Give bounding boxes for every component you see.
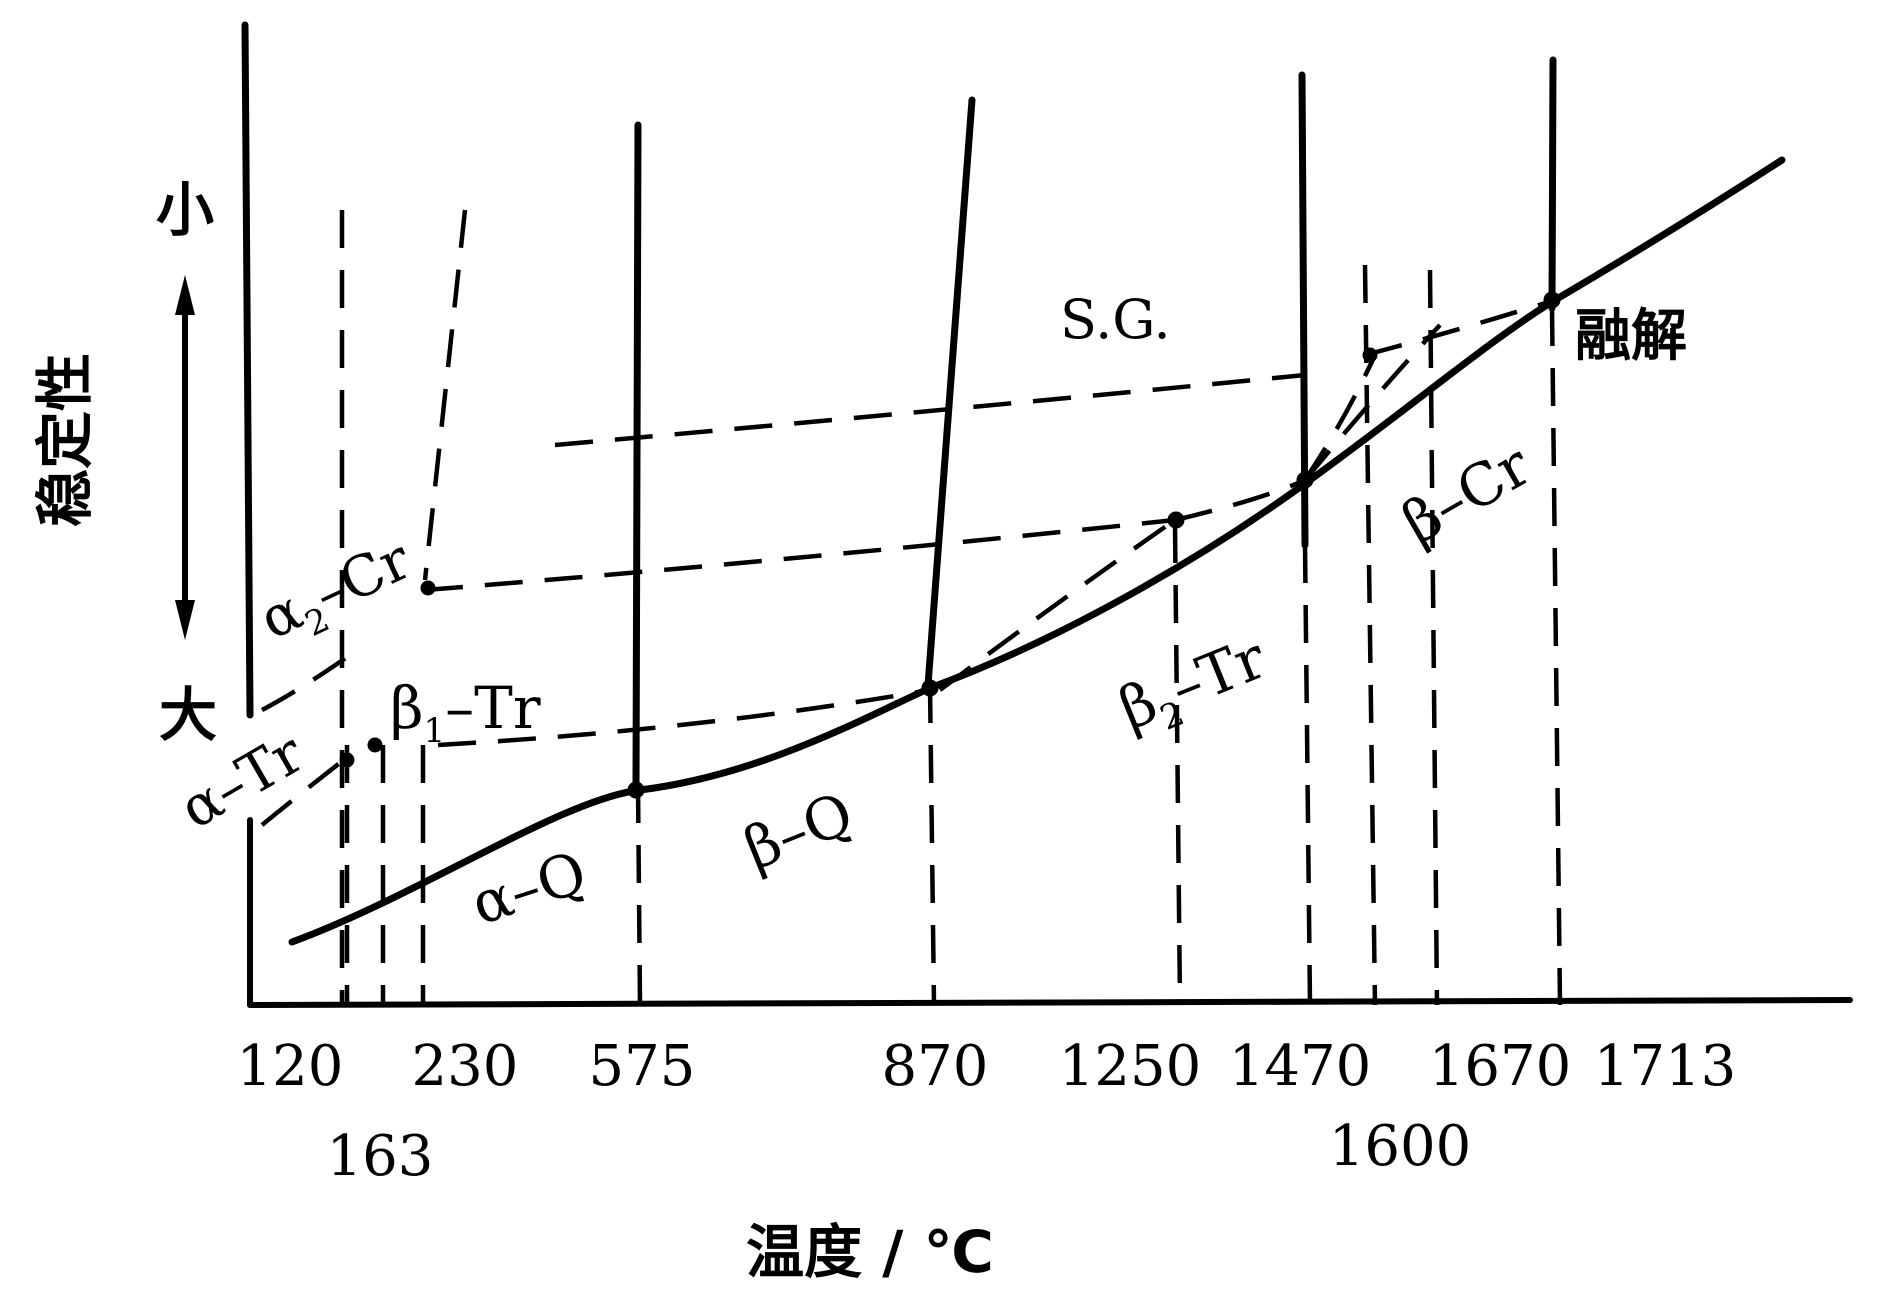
svg-text:β1–Tr: β1–Tr [390, 674, 541, 751]
x-tick-label: 1600 [1329, 1114, 1472, 1179]
label-sg: S.G. [1060, 288, 1171, 351]
arrow-up-icon [175, 275, 195, 315]
x-tick-label: 1250 [1059, 1034, 1202, 1099]
svg-text:α2–Cr: α2–Cr [250, 527, 424, 661]
x-tick-label: 163 [327, 1124, 434, 1189]
x-tick-label: 575 [589, 1034, 696, 1099]
x-tick-labels: 120 230 575 870 1250 1470 1670 1713 [237, 1034, 1737, 1099]
x-axis-line [247, 997, 1853, 1008]
dashed-metastable-lines [260, 297, 1556, 827]
svg-text:β2–Tr: β2–Tr [1110, 623, 1279, 751]
label-melt: 融解 [1575, 304, 1687, 369]
dashed-verticals [339, 209, 1563, 1006]
x-tick-labels-row2: 163 1600 [327, 1114, 1472, 1189]
x-tick-label: 1713 [1594, 1034, 1737, 1099]
label-beta-cr: β–Cr [1391, 431, 1542, 557]
arrow-down-icon [175, 600, 195, 640]
label-beta-q: β–Q [735, 779, 863, 883]
x-tick-label: 1470 [1229, 1034, 1372, 1099]
solid-boundaries [241, 21, 1557, 789]
x-tick-label: 870 [882, 1034, 989, 1099]
stability-curve [288, 156, 1786, 946]
label-beta1-tr: β1–Tr [390, 674, 541, 751]
intersection-markers [339, 291, 1561, 799]
x-tick-label: 120 [237, 1034, 344, 1099]
y-axis-bottom-label: 大 [159, 681, 217, 749]
x-tick-label: 1670 [1429, 1034, 1572, 1099]
x-axis-title: 温度 / ℃ [746, 1218, 994, 1286]
y-axis-top-label: 小 [156, 176, 214, 244]
axes [247, 817, 1853, 1008]
y-axis-title: 稳定性 [31, 353, 99, 527]
label-alpha2-cr: α2–Cr [250, 527, 424, 661]
stability-arrow [175, 275, 195, 640]
x-tick-label: 230 [412, 1034, 519, 1099]
label-beta2-tr: β2–Tr [1110, 623, 1279, 751]
